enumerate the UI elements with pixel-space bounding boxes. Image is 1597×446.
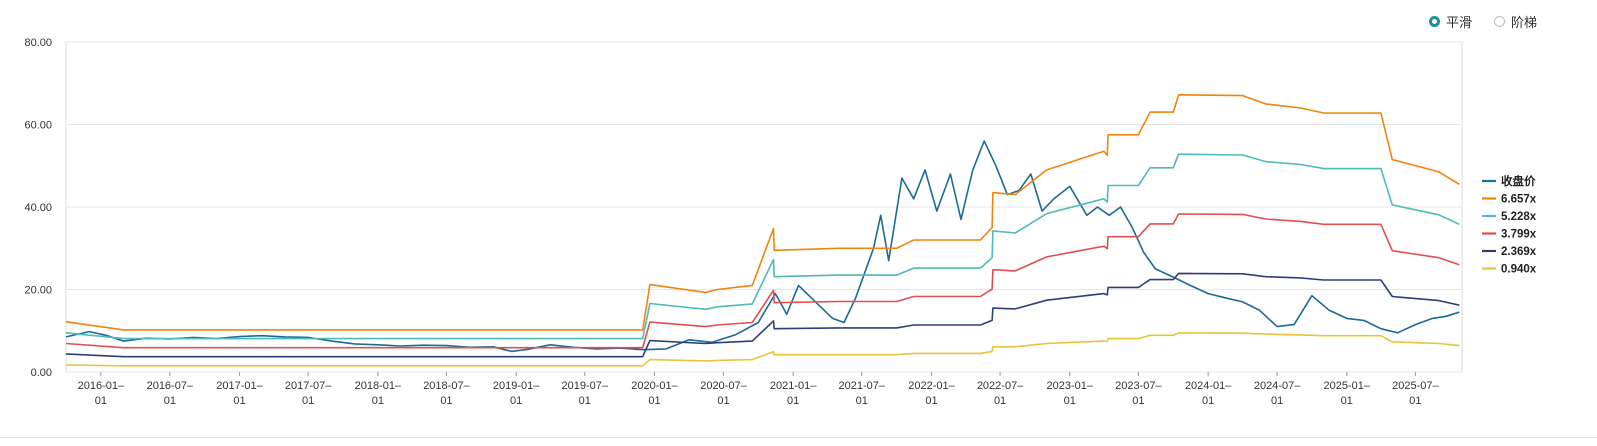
smooth-radio-icon[interactable] xyxy=(1428,16,1440,27)
x-tick-label: 2022-07– 01 xyxy=(977,380,1024,407)
bottom-divider xyxy=(0,437,1597,438)
legend-label-1: 6.657x xyxy=(1501,194,1537,206)
x-tick-label: 2019-01– 01 xyxy=(493,380,540,407)
x-tick-label: 2023-07– 01 xyxy=(1115,380,1162,407)
step-radio-icon[interactable] xyxy=(1493,16,1505,27)
y-tick-label: 0.00 xyxy=(31,367,52,379)
legend-label-3: 3.799x xyxy=(1501,229,1537,241)
y-tick-label: 20.00 xyxy=(24,285,52,297)
x-tick-label: 2018-01– 01 xyxy=(355,380,402,407)
legend-label-5: 0.940x xyxy=(1501,264,1537,276)
x-tick-label: 2021-01– 01 xyxy=(770,380,817,407)
grid-layer xyxy=(65,41,1463,373)
x-tick-label: 2022-01– 01 xyxy=(908,380,955,407)
series-line-5 xyxy=(65,331,1460,367)
mode-toggle: 平滑 阶梯 xyxy=(1428,12,1537,31)
x-tick-label: 2017-01– 01 xyxy=(216,380,263,407)
x-tick-label: 2024-07– 01 xyxy=(1254,380,1301,407)
y-tick-label: 60.00 xyxy=(24,120,52,132)
x-tick-label: 2016-01– 01 xyxy=(78,380,125,407)
x-tick-label: 2018-07– 01 xyxy=(423,380,470,407)
y-tick-label: 80.00 xyxy=(24,37,52,49)
x-tick-label: 2023-01– 01 xyxy=(1047,380,1094,407)
x-tick-label: 2021-07– 01 xyxy=(839,380,886,407)
series-line-3 xyxy=(65,213,1460,349)
axis-layer: 0.00 20.00 40.00 60.00 80.00 2016-01– 01 2016-0… xyxy=(24,37,1439,407)
legend-label-4: 2.369x xyxy=(1501,246,1537,258)
legend-layer: 收盘价 6.657x 5.228x 3.799x 2.369x 0.940x xyxy=(1482,174,1537,276)
step-label: 阶梯 xyxy=(1510,15,1537,30)
legend-label-0: 收盘价 xyxy=(1501,174,1536,188)
x-tick-label: 2024-01– 01 xyxy=(1185,380,1232,407)
x-tick-label: 2019-07– 01 xyxy=(562,380,609,407)
x-tick-label: 2017-07– 01 xyxy=(285,380,332,407)
series-line-2 xyxy=(65,153,1460,340)
x-tick-label: 2020-01– 01 xyxy=(631,380,678,407)
series-line-1 xyxy=(65,94,1460,331)
series-layer xyxy=(65,94,1460,367)
x-tick-label: 2020-07– 01 xyxy=(700,380,747,407)
series-line-0 xyxy=(65,140,1460,353)
legend-label-2: 5.228x xyxy=(1501,211,1537,223)
y-tick-label: 40.00 xyxy=(24,202,52,214)
smooth-label: 平滑 xyxy=(1445,15,1472,30)
step-option[interactable]: 阶梯 xyxy=(1493,12,1537,31)
smooth-option[interactable]: 平滑 xyxy=(1428,12,1472,31)
x-tick-label: 2016-07– 01 xyxy=(147,380,194,407)
x-tick-label: 2025-07– 01 xyxy=(1392,380,1439,407)
series-line-4 xyxy=(65,272,1460,358)
x-tick-label: 2025-01– 01 xyxy=(1324,380,1371,407)
